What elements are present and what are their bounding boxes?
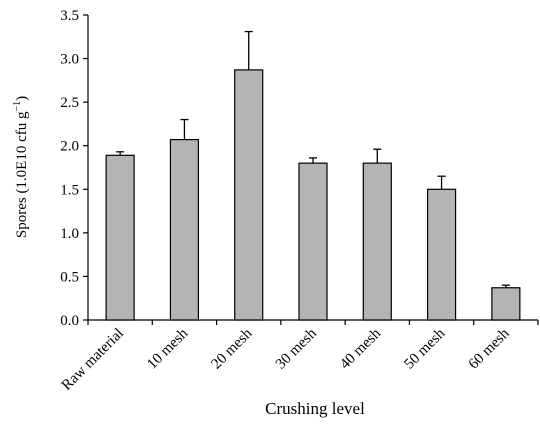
y-tick-label: 3.5	[60, 8, 79, 24]
bar	[298, 162, 328, 321]
bar	[426, 188, 457, 321]
x-tick-label: 40 mesh	[337, 325, 384, 372]
x-tick-label: 20 mesh	[209, 325, 256, 372]
x-tick-label: 30 mesh	[273, 325, 320, 372]
bar	[105, 154, 135, 321]
y-axis: 0.0 0.5 1.0 1.5 2.0 2.5 3.0 3.5	[60, 8, 89, 329]
x-tick-label: Raw material	[59, 326, 127, 394]
x-tick-labels: Raw material 10 mesh 20 mesh 30 mesh 40 mesh…	[59, 325, 513, 394]
x-tick-label: 10 mesh	[144, 325, 191, 372]
y-tick-label: 1.0	[60, 226, 79, 242]
y-axis-label: Spores (1.0E10 cfu g−1)	[12, 96, 30, 238]
x-axis-label: Crushing level	[265, 399, 365, 418]
bar	[234, 69, 264, 321]
error-bars	[116, 30, 510, 288]
y-tick-label: 2.0	[60, 139, 79, 155]
bar	[491, 287, 521, 321]
bars	[105, 69, 521, 321]
x-tick-label: 50 mesh	[401, 325, 448, 372]
x-axis	[87, 319, 539, 325]
y-axis-label-superscript: −1	[12, 101, 23, 112]
y-axis-label-main: Spores (1.0E10 cfu g	[14, 111, 30, 238]
x-tick-label: 60 mesh	[466, 325, 513, 372]
bar	[362, 162, 392, 321]
y-tick-label: 0.0	[60, 313, 79, 329]
y-tick-label: 2.5	[60, 95, 79, 111]
bar	[169, 139, 200, 321]
y-axis-label-close: )	[14, 96, 30, 101]
y-tick-label: 1.5	[60, 182, 79, 198]
y-tick-label: 3.0	[60, 52, 79, 68]
y-tick-label: 0.5	[60, 269, 79, 285]
